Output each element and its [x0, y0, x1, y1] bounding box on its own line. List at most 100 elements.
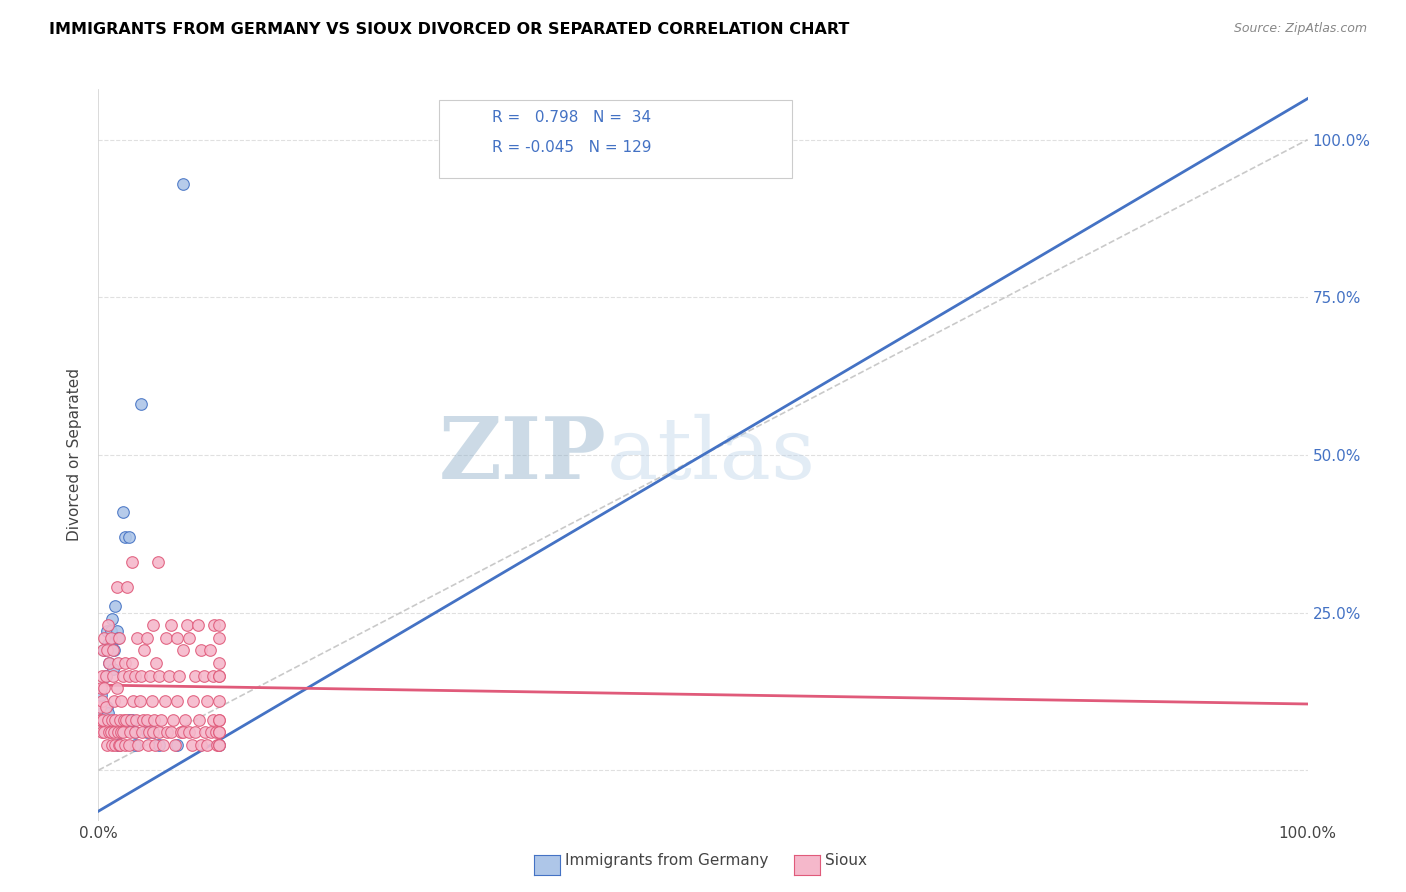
Point	[195, 738, 218, 752]
Point	[128, 694, 150, 708]
Point	[208, 618, 231, 632]
Point	[190, 738, 212, 752]
Point	[89, 700, 111, 714]
Point	[100, 738, 122, 752]
Point	[148, 668, 170, 682]
Point	[101, 662, 124, 676]
Point	[166, 694, 188, 708]
Point	[131, 725, 153, 739]
Point	[142, 725, 165, 739]
Point	[194, 725, 217, 739]
Point	[138, 725, 160, 739]
Point	[143, 738, 166, 752]
Point	[108, 631, 131, 645]
Point	[114, 656, 136, 670]
Point	[169, 668, 191, 682]
Point	[120, 713, 142, 727]
Point	[103, 725, 125, 739]
Point	[179, 631, 201, 645]
Text: atlas: atlas	[606, 413, 815, 497]
Point	[172, 643, 194, 657]
Point	[108, 725, 131, 739]
Point	[105, 624, 128, 639]
Point	[148, 738, 170, 752]
Point	[184, 725, 207, 739]
Point	[172, 177, 194, 191]
Point	[100, 624, 122, 639]
Point	[162, 713, 184, 727]
Point	[91, 643, 114, 657]
Point	[208, 738, 231, 752]
Point	[156, 725, 179, 739]
Point	[111, 505, 134, 519]
Point	[208, 631, 231, 645]
Point	[98, 656, 121, 670]
Point	[125, 713, 148, 727]
Text: ZIP: ZIP	[439, 413, 606, 497]
Point	[208, 713, 231, 727]
Y-axis label: Divorced or Separated: Divorced or Separated	[67, 368, 83, 541]
Point	[160, 725, 183, 739]
Point	[98, 725, 121, 739]
Point	[91, 668, 114, 682]
Point	[111, 725, 134, 739]
Point	[132, 713, 155, 727]
Point	[94, 668, 117, 682]
Point	[96, 738, 118, 752]
Point	[143, 713, 166, 727]
Point	[208, 738, 231, 752]
Point	[142, 725, 165, 739]
Point	[101, 643, 124, 657]
Point	[181, 694, 204, 708]
Point	[134, 643, 156, 657]
Point	[105, 580, 128, 594]
Point	[172, 725, 194, 739]
Point	[122, 694, 145, 708]
Point	[100, 612, 122, 626]
Point	[208, 668, 231, 682]
Point	[166, 631, 188, 645]
Point	[121, 713, 143, 727]
Point	[179, 725, 201, 739]
Point	[150, 713, 173, 727]
Point	[124, 738, 146, 752]
Point	[157, 668, 180, 682]
Point	[127, 631, 149, 645]
Point	[146, 555, 169, 569]
Text: R = -0.045   N = 129: R = -0.045 N = 129	[492, 140, 651, 155]
Point	[204, 725, 226, 739]
Point	[107, 738, 129, 752]
Point	[100, 725, 122, 739]
Point	[101, 668, 124, 682]
Point	[121, 656, 143, 670]
Point	[97, 637, 120, 651]
Point	[104, 599, 127, 614]
Text: Source: ZipAtlas.com: Source: ZipAtlas.com	[1233, 22, 1367, 36]
Point	[202, 668, 225, 682]
Point	[96, 700, 118, 714]
Point	[111, 668, 134, 682]
Point	[198, 643, 221, 657]
Point	[107, 656, 129, 670]
Point	[176, 618, 198, 632]
Point	[174, 713, 197, 727]
Point	[121, 555, 143, 569]
Point	[98, 656, 121, 670]
Point	[90, 681, 112, 696]
Point	[93, 643, 115, 657]
Point	[135, 631, 157, 645]
Point	[204, 618, 226, 632]
Point	[93, 631, 115, 645]
Point	[104, 738, 127, 752]
Point	[184, 668, 207, 682]
Point	[108, 738, 131, 752]
Text: Sioux: Sioux	[825, 854, 868, 868]
Point	[166, 738, 188, 752]
Point	[117, 580, 139, 594]
Point	[139, 668, 162, 682]
Point	[114, 738, 136, 752]
Point	[208, 656, 231, 670]
Point	[208, 738, 231, 752]
Point	[91, 694, 114, 708]
Point	[105, 681, 128, 696]
